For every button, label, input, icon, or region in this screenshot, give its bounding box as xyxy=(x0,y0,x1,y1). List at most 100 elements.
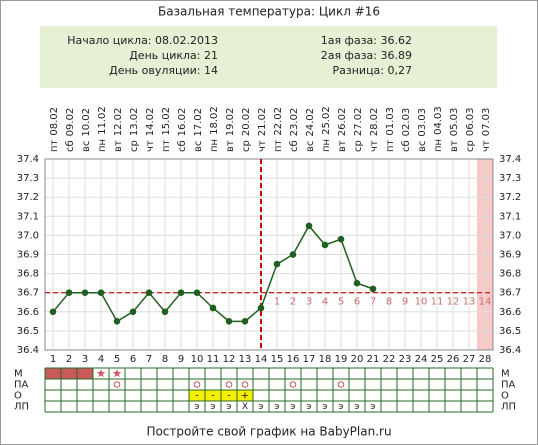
temperature-point xyxy=(161,308,169,316)
pa-mark xyxy=(289,381,297,388)
weekday: вс xyxy=(193,141,204,152)
temperature-point xyxy=(273,260,281,268)
x-tick-label: 16 xyxy=(287,354,300,365)
date: 10.02 xyxy=(81,108,92,137)
date-label: пт 01.03 xyxy=(385,107,396,152)
date-label: вт 12.02 xyxy=(113,108,124,152)
date: 19.02 xyxy=(225,108,236,137)
weekday: чт xyxy=(481,140,492,152)
x-tick-label: 21 xyxy=(367,354,380,365)
row-label: О xyxy=(14,391,22,402)
weekday: сб xyxy=(177,140,188,152)
date-label: сб 02.03 xyxy=(401,108,412,152)
y-tick-label: 36.7 xyxy=(499,288,521,299)
x-tick-label: 12 xyxy=(223,354,236,365)
o-text: + xyxy=(241,391,249,402)
phase-number: 2 xyxy=(290,297,296,308)
y-tick-label: 36.4 xyxy=(499,345,521,356)
weekday: ср xyxy=(465,140,476,152)
temperature-point xyxy=(241,318,249,325)
phase-number: 10 xyxy=(415,297,428,308)
temperature-point xyxy=(81,289,89,297)
temperature-point xyxy=(97,289,105,297)
phase-number: 6 xyxy=(354,297,360,308)
weekday: ср xyxy=(129,140,140,152)
info: День овуляции: 14 xyxy=(109,64,218,77)
y-tick-label: 36.9 xyxy=(17,250,39,261)
info: 1ая фаза: 36.62 xyxy=(321,34,412,47)
weekday: ср xyxy=(353,140,364,152)
date: 14.02 xyxy=(145,108,156,137)
date-label: сб 23.02 xyxy=(289,108,300,152)
o-text: - xyxy=(211,391,215,402)
date: 23.02 xyxy=(289,108,300,137)
date: 17.02 xyxy=(193,108,204,137)
date: 05.03 xyxy=(449,108,460,137)
y-tick-label: 37.4 xyxy=(17,154,39,165)
x-tick-label: 26 xyxy=(447,354,460,365)
row-label: ПА xyxy=(14,380,29,391)
date: 26.02 xyxy=(337,108,348,137)
row-label: О xyxy=(501,391,509,402)
lp-text: э xyxy=(291,402,296,412)
temperature-point xyxy=(209,304,217,312)
date-label: вс 03.03 xyxy=(417,108,428,152)
row-label: ПА xyxy=(501,380,516,391)
weekday: вс xyxy=(81,141,92,152)
x-tick-label: 24 xyxy=(415,354,428,365)
lp-text: э xyxy=(211,402,216,412)
date-label: вт 26.02 xyxy=(337,108,348,152)
date-label: пн 11.02 xyxy=(97,106,108,152)
weekday: вт xyxy=(337,140,348,152)
date-label: вт 05.03 xyxy=(449,108,460,152)
temperature-point xyxy=(145,289,153,297)
lp-text: э xyxy=(195,402,200,412)
date-label: ср 20.02 xyxy=(241,108,252,153)
x-tick-label: 20 xyxy=(351,354,364,365)
weekday: пн xyxy=(97,139,108,152)
temperature-point xyxy=(193,289,201,297)
temperature-point xyxy=(257,304,265,312)
row-label: ЛП xyxy=(501,402,516,413)
date: 20.02 xyxy=(241,108,252,137)
date: 24.02 xyxy=(305,108,316,137)
date: 22.02 xyxy=(273,107,284,136)
weekday: пн xyxy=(433,139,444,152)
o-cell xyxy=(189,390,205,401)
phase-number: 13 xyxy=(463,297,476,308)
y-tick-label: 36.5 xyxy=(17,326,39,337)
date-label: чт 14.02 xyxy=(145,108,156,152)
phase-number: 11 xyxy=(431,297,444,308)
x-tick-label: 13 xyxy=(239,354,252,365)
plot-frame xyxy=(44,158,494,351)
y-tick-label: 36.4 xyxy=(17,345,39,356)
weekday: сб xyxy=(401,140,412,152)
x-tick-label: 9 xyxy=(178,354,184,365)
date: 11.02 xyxy=(97,106,108,135)
lp-text: э xyxy=(275,402,280,412)
temperature-point xyxy=(337,235,345,243)
weekday: сб xyxy=(289,140,300,152)
x-tick-label: 19 xyxy=(335,354,348,365)
date-label: ср 27.02 xyxy=(353,108,364,153)
x-tick-label: 22 xyxy=(383,354,396,365)
info: Разница: 0,27 xyxy=(333,64,413,77)
date: 03.03 xyxy=(417,108,428,137)
weekday: пт xyxy=(385,139,396,152)
date: 18.02 xyxy=(209,106,220,135)
pa-mark xyxy=(225,381,233,388)
date-label: вс 10.02 xyxy=(81,108,92,152)
x-tick-label: 17 xyxy=(303,354,316,365)
date-label: чт 28.02 xyxy=(369,108,380,152)
o-cell xyxy=(205,390,221,401)
temperature-point xyxy=(129,308,137,316)
y-tick-label: 36.8 xyxy=(17,269,39,280)
y-tick-label: 36.6 xyxy=(17,307,39,318)
date: 12.02 xyxy=(113,108,124,137)
temperature-point xyxy=(49,308,57,316)
y-tick-label: 37.2 xyxy=(17,192,39,203)
m-cell xyxy=(77,368,93,379)
info-box xyxy=(40,26,497,88)
weekday: пт xyxy=(49,139,60,152)
